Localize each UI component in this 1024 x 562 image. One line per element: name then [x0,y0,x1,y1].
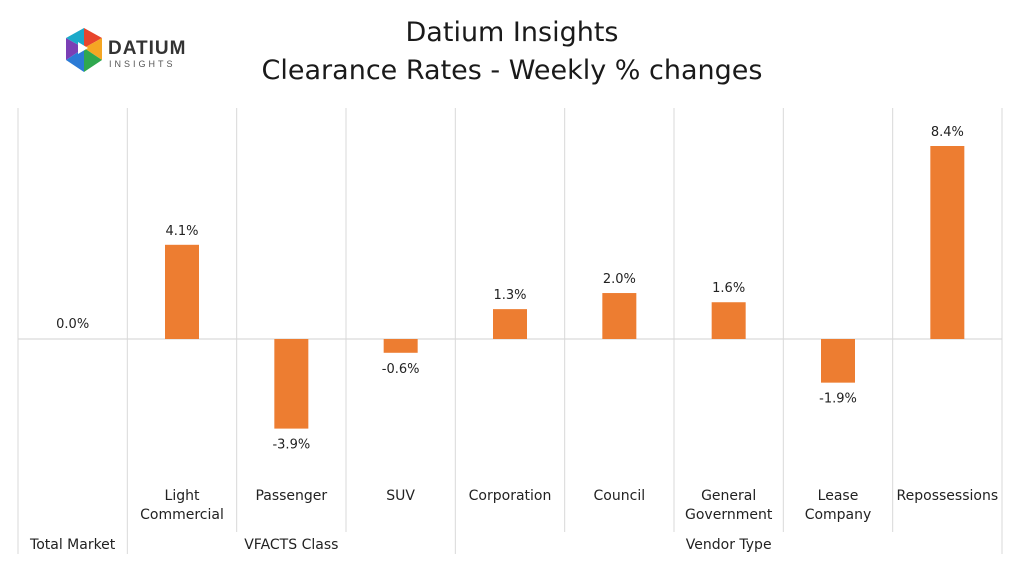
bar [274,339,309,429]
bar [711,302,746,339]
category-label: General [701,488,756,504]
category-label: Light [165,488,200,504]
category-label: Commercial [140,507,224,523]
data-label: 8.4% [931,125,964,140]
bar [383,339,418,353]
data-label: -3.9% [272,438,310,453]
category-labels-layer: Light Commercial Passenger SUV Corporation Co… [140,488,998,523]
category-label: SUV [386,488,415,504]
logo-tagline: INSIGHTS [109,59,176,69]
data-label: 2.0% [603,272,636,287]
category-label: Lease [818,488,859,504]
bar [602,293,637,339]
chart-subtitle: Clearance Rates - Weekly % changes [261,55,763,86]
group-label: Vendor Type [686,537,772,553]
data-label: 1.3% [493,288,526,303]
chart-title: Datium Insights [405,17,619,48]
bar [165,244,199,339]
chart-title-block: Datium Insights Clearance Rates - Weekly… [0,14,1024,90]
data-label: -1.9% [819,392,857,407]
data-label: 1.6% [712,281,745,296]
data-label: 4.1% [165,224,198,239]
category-label: Corporation [469,488,552,504]
category-label: Council [594,488,646,504]
bar [493,309,527,339]
category-label: Company [805,507,872,523]
group-label: VFACTS Class [244,537,338,553]
category-label: Passenger [255,488,327,504]
datium-logo: DATIUM INSIGHTS [66,28,186,72]
grid-layer [17,108,1003,554]
category-label: Repossessions [897,488,999,504]
data-labels-layer: 0.0% 4.1% -3.9% -0.6% 1.3% 2.0% 1.6% -1.9% 8.4% [56,125,964,453]
logo-mark-icon [66,28,102,72]
group-labels-layer: Total Market VFACTS Class Vendor Type [29,537,772,553]
bar [930,146,965,339]
data-label: -0.6% [382,362,420,377]
logo-name: DATIUM [108,38,186,59]
bars-layer [165,146,965,429]
data-label: 0.0% [56,317,89,332]
category-label: Government [685,507,773,523]
bar [821,339,855,383]
group-label: Total Market [29,537,116,553]
